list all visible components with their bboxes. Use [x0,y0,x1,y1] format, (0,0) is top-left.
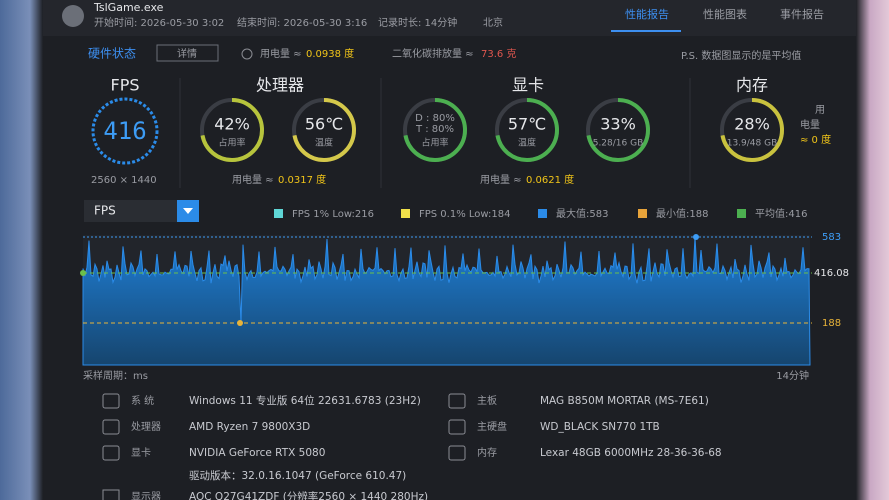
gauge-arc [495,98,559,162]
gauge-arc [586,98,650,162]
spec-value: MAG B850M MORTAR (MS-7E61) [540,395,709,407]
cpu-power-label: 用电量 ≈ [232,173,274,186]
min-label: 188 [822,318,841,329]
power-label: 用电量 ≈ [260,47,302,60]
legend-swatch [737,209,746,218]
gpu-power-label: 用电量 ≈ [480,173,522,186]
power-icon [241,48,253,60]
gauge-value: D : 80% [415,113,455,124]
arrow-icon [183,208,193,214]
gauge-label: 占用率 [421,137,448,149]
fps-title: FPS [110,76,139,95]
max-point [693,234,699,240]
spec-icon [102,445,120,461]
legend-swatch [401,209,410,218]
memory-power: ≈ 0 度 [800,133,831,146]
gauge-arc [200,98,264,162]
spec-value: WD_BLACK SN770 1TB [540,421,660,433]
gauge-value: 33% [600,115,636,134]
co2-value: 73.6 克 [481,48,516,60]
legend-swatch [274,209,283,218]
tab[interactable]: 性能报告 [625,7,669,21]
spec-icon [102,419,120,435]
gauge-label: 温度 [518,137,536,149]
spec-icon [102,393,120,409]
spec-icon [448,393,466,409]
gauge-label: 温度 [315,137,333,149]
spec-value: Lexar 48GB 6000MHz 28-36-36-68 [540,447,722,459]
spec-label: 主硬盘 [477,420,507,433]
x-start: 采样周期：ms [83,369,148,382]
app-name: TslGame.exe [93,1,164,14]
spec-label: 系 统 [131,394,154,407]
legend-entry: FPS 1% Low:216 [292,209,374,220]
resolution: 2560 × 1440 [91,175,157,186]
spec-label: 主板 [477,394,497,407]
details-button[interactable] [156,44,219,62]
x-end: 14分钟 [776,369,809,382]
metric-label[interactable]: FPS [94,204,116,218]
gpu-title: 显卡 [512,76,544,95]
spec-label: 显卡 [131,446,151,459]
legend-entry: 平均值:416 [755,207,807,220]
memory-power: 用 [815,105,825,116]
gauge-arc [292,98,356,162]
spec-icon [448,419,466,435]
spec-value: Windows 11 专业版 64位 22631.6783 (23H2) [189,394,421,407]
tab-underline [611,30,681,32]
metric-dropdown[interactable] [84,200,177,222]
tab[interactable]: 事件报告 [780,7,824,21]
app-icon [62,5,84,27]
spec-value: AOC Q27G41ZDF (分辨率2560 × 1440 280Hz) [189,490,428,500]
gauge-label: 5.28/16 GB [593,139,644,149]
spec-value: NVIDIA GeForce RTX 5080 [189,447,325,459]
legend-entry: 最小值:188 [656,207,708,220]
co2-label: 二氧化碳排放量 ≈ [392,47,474,60]
avg-label: 416.08 [814,268,849,279]
details-label[interactable]: 详情 [177,47,197,60]
gauge-value: 57℃ [508,115,546,134]
cpu-power-value: 0.0317 度 [278,173,326,186]
start-time: 开始时间: 2026-05-30 3:02 [94,16,224,29]
spec-label: 处理器 [131,421,161,433]
gauge-value: 42% [214,115,250,134]
end-time: 结束时间: 2026-05-30 3:16 [237,16,367,29]
gauge-value: T : 80% [415,124,454,135]
cpu-title: 处理器 [256,76,304,95]
spec-value: AMD Ryzen 7 9800X3D [189,421,310,433]
fps-value: 416 [103,117,146,145]
header-bar [43,0,856,36]
spec-icon [448,445,466,461]
gauge-arc [403,98,467,162]
power-value: 0.0938 度 [306,47,354,60]
gauge-value: 28% [734,115,770,134]
duration: 记录时长: 14分钟 [378,16,457,29]
legend-entry: 最大值:583 [556,207,608,220]
legend-swatch [638,209,647,218]
driver: 驱动版本：32.0.16.1047 (GeForce 610.47) [189,469,406,482]
memory-power: 电量 [800,118,820,131]
gauge-label: 占用率 [218,137,245,149]
tab[interactable]: 性能图表 [703,7,747,21]
gauge-label: 13.9/48 GB [727,139,778,149]
spec-label: 内存 [477,446,497,459]
fps-waveform [82,236,811,366]
legend-entry: FPS 0.1% Low:184 [419,209,511,220]
gauge-value: 56℃ [305,115,343,134]
spec-label: 显示器 [131,491,161,500]
max-label: 583 [822,232,841,243]
memory-title: 内存 [736,76,768,95]
location: 北京 [483,16,503,29]
fps-ring [91,97,159,165]
gpu-power-value: 0.0621 度 [526,173,574,186]
avg-point [80,270,86,276]
min-point [237,320,243,326]
legend-swatch [538,209,547,218]
note: P.S. 数据图显示的是平均值 [681,49,801,62]
spec-icon [102,489,120,500]
section-title: 硬件状态 [88,47,136,61]
gauge-arc [720,98,784,162]
